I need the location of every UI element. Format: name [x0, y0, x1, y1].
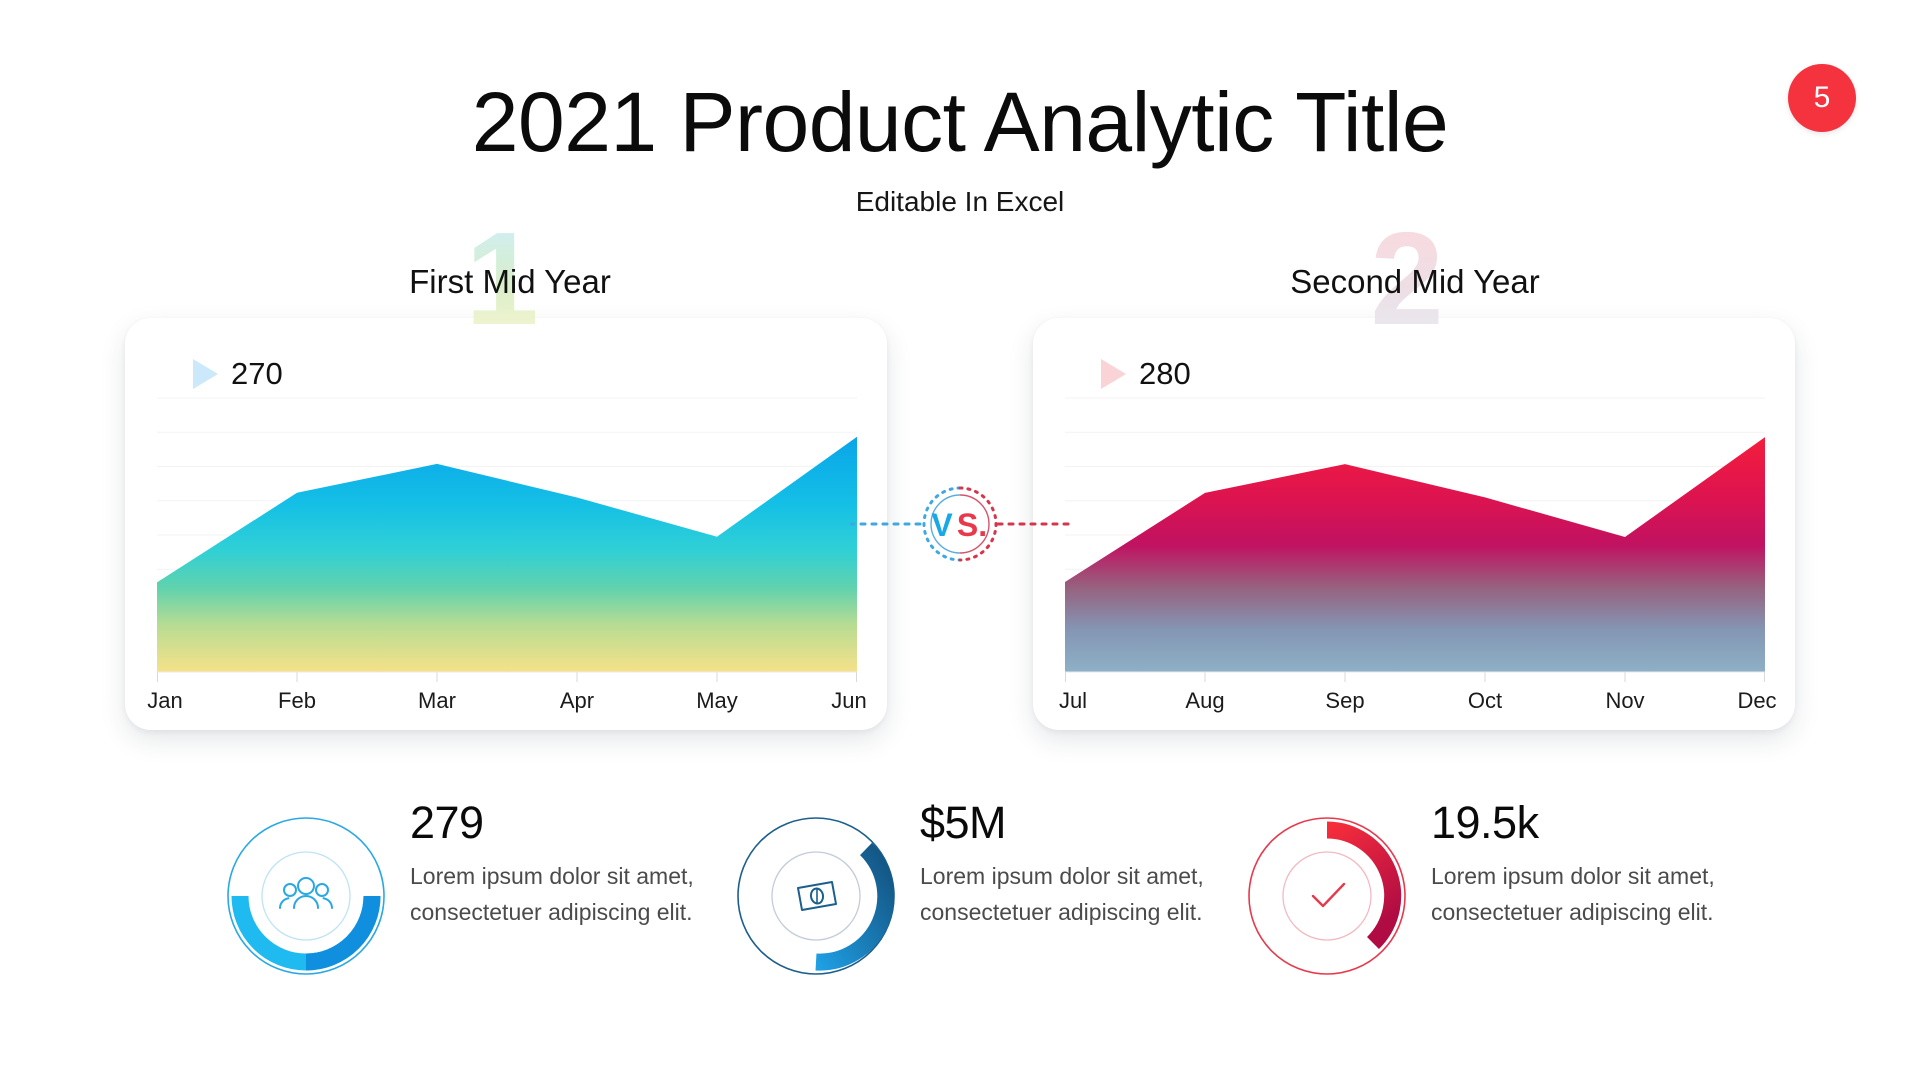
users-icon — [279, 877, 333, 909]
chart-x-axis-labels-second: Jul Aug Sep Oct Nov Dec — [1059, 688, 1777, 720]
chart-x-axis-labels-first: Jan Feb Mar Apr May Jun — [147, 688, 866, 720]
x-axis-tick-label: Aug — [1185, 688, 1225, 713]
section-label-first: First Mid Year — [409, 263, 611, 300]
x-axis-tick-label: Dec — [1737, 688, 1777, 713]
stat-description-completed: Lorem ipsum dolor sit amet, consectetuer… — [1431, 862, 1715, 926]
vs-outer-ring-left — [922, 486, 962, 562]
watermark-number-1: 1 — [465, 205, 539, 352]
x-axis-tick-label: Apr — [559, 688, 595, 713]
x-axis-tick-label: Jun — [831, 688, 867, 713]
page-subtitle: Editable In Excel — [855, 186, 1065, 217]
stats-row: 279 Lorem ipsum dolor sit amet, consecte… — [0, 800, 1920, 1030]
chart-legend-second: 280 — [1101, 356, 1191, 392]
section-heading-second: 2 Second Mid Year — [1035, 213, 1795, 345]
chart-card-second-mid-year[interactable]: 280 Jul Aug Sep — [1033, 318, 1795, 730]
vs-outer-ring-right — [958, 486, 998, 562]
x-axis-tick-label: Sep — [1325, 688, 1365, 713]
x-axis-tick-label: Nov — [1605, 688, 1645, 713]
x-axis-tick-label: Jul — [1058, 688, 1088, 713]
stat-description-revenue: Lorem ipsum dolor sit amet, consectetuer… — [920, 862, 1204, 926]
versus-badge: V S. — [850, 484, 1070, 564]
x-axis-tick-label: Feb — [278, 688, 316, 713]
x-axis-tick-label: Mar — [418, 688, 456, 713]
section-label-second: Second Mid Year — [1290, 263, 1540, 300]
stat-ring-revenue — [732, 812, 900, 980]
stat-body-completed: 19.5k Lorem ipsum dolor sit amet, consec… — [1431, 800, 1791, 931]
chart-card-first-mid-year[interactable]: 270 Jan Feb Mar — [125, 318, 887, 730]
page-title: 2021 Product Analytic Title — [471, 75, 1449, 169]
x-axis-tick-label: Jan — [147, 688, 183, 713]
page-number-label: 5 — [1813, 81, 1831, 114]
chart-legend-first: 270 — [193, 356, 283, 392]
play-triangle-icon — [1101, 359, 1126, 389]
section-heading-first: 1 First Mid Year — [130, 213, 890, 345]
stat-item-revenue[interactable]: $5M Lorem ipsum dolor sit amet, consecte… — [732, 800, 1292, 1015]
stat-ring-users — [222, 812, 390, 980]
stat-item-users[interactable]: 279 Lorem ipsum dolor sit amet, consecte… — [222, 800, 782, 1015]
stat-value-users: 279 — [410, 797, 484, 848]
area-chart-first — [157, 390, 857, 682]
chart-legend-value-first: 270 — [231, 356, 283, 391]
play-triangle-icon — [193, 359, 218, 389]
chart-legend-value-second: 280 — [1139, 356, 1191, 391]
stat-value-revenue: $5M — [920, 797, 1007, 848]
stat-value-completed: 19.5k — [1431, 797, 1539, 848]
money-icon — [797, 881, 837, 911]
stat-body-users: 279 Lorem ipsum dolor sit amet, consecte… — [410, 800, 770, 931]
x-axis-tick-label: Oct — [1467, 688, 1503, 713]
stat-ring-completed — [1243, 812, 1411, 980]
stat-body-revenue: $5M Lorem ipsum dolor sit amet, consecte… — [920, 800, 1280, 931]
x-axis-tick-label: May — [696, 688, 738, 713]
stat-item-completed[interactable]: 19.5k Lorem ipsum dolor sit amet, consec… — [1243, 800, 1803, 1015]
vs-inner-ring-left — [930, 494, 961, 554]
vs-letter-s: S. — [957, 507, 987, 543]
area-chart-second — [1065, 390, 1765, 682]
stat-description-users: Lorem ipsum dolor sit amet, consectetuer… — [410, 862, 694, 926]
vs-letter-v: V — [931, 507, 953, 543]
watermark-number-2: 2 — [1370, 205, 1444, 352]
vs-inner-ring-right — [959, 494, 990, 554]
check-icon — [1311, 882, 1346, 908]
page-number-badge: 5 — [1788, 64, 1856, 132]
